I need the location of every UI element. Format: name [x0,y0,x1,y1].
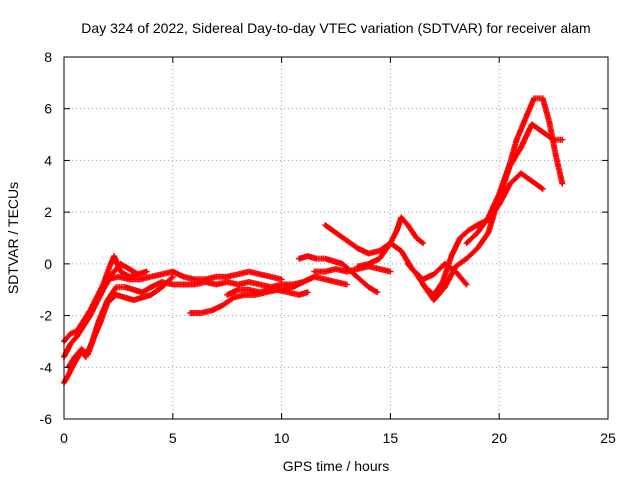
chart-title: Day 324 of 2022, Sidereal Day-to-day VTE… [81,20,590,36]
series-points [104,268,285,283]
series-points [296,253,381,296]
series-points [224,273,350,298]
series-points [463,95,566,247]
series-track-8 [296,253,381,296]
plot-frame [63,56,609,420]
x-tick-label: 20 [491,430,507,446]
y-tick-label: 8 [44,49,52,65]
y-tick-label: -6 [40,411,53,427]
series-track-9 [322,214,427,257]
x-tick-label: 25 [600,430,616,446]
series-track-7 [224,273,350,298]
data-layer [61,95,566,386]
series-points [322,214,427,257]
x-tick-label: 15 [383,430,399,446]
y-tick-label: -2 [40,308,53,324]
series-track-5 [104,268,285,283]
x-tick-label: 5 [169,430,177,446]
y-tick-label: 2 [44,204,52,220]
y-tick-label: 4 [44,152,52,168]
x-axis-label: GPS time / hours [283,458,390,474]
x-tick-label: 0 [60,430,68,446]
tick-layer: 0 5 10 15 20 25 -6 -4 -2 0 2 4 6 8 [40,49,616,446]
y-axis-label: SDTVAR / TECUs [5,182,21,294]
y-tick-label: 6 [44,101,52,117]
y-tick-label: -4 [40,359,53,375]
x-tick-label: 10 [274,430,290,446]
y-tick-label: 0 [44,256,52,272]
grid-layer [64,57,608,419]
series-track-14 [463,95,566,247]
